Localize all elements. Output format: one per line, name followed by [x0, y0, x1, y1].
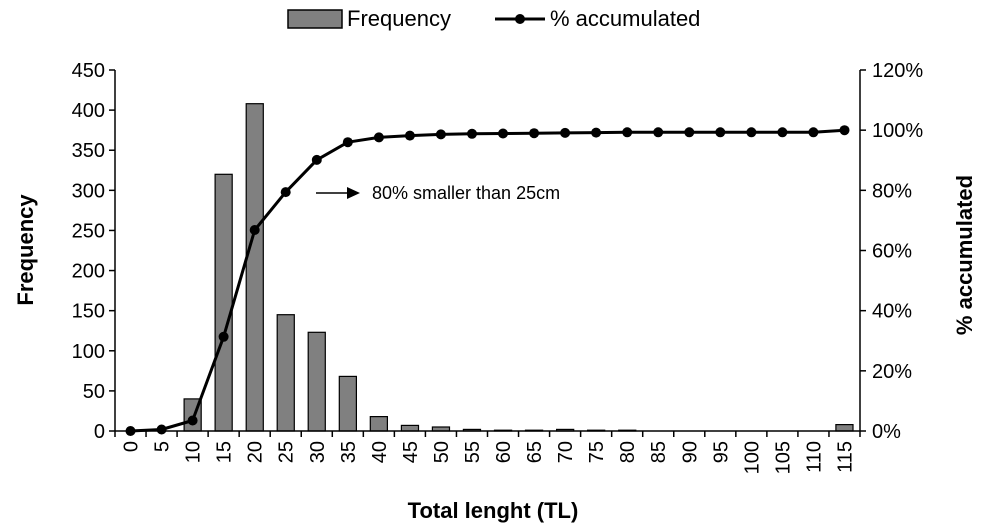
accumulated-point-55: [467, 128, 477, 139]
y2-tick-label-100%: 100%: [872, 120, 923, 142]
x-tick-label-0: 0: [121, 441, 143, 452]
accumulated-point-65: [529, 128, 540, 139]
x-tick-label-25: 25: [276, 441, 298, 463]
x-tick-label-75: 75: [586, 441, 608, 463]
x-tick-label-70: 70: [555, 441, 577, 463]
bar-115: [835, 424, 854, 432]
x-axis-title: Total lenght (TL): [408, 498, 579, 523]
y-tick-label-100: 100: [72, 341, 105, 363]
annotation: 80% smaller than 25cm: [316, 183, 560, 203]
y2-tick-label-80%: 80%: [872, 180, 912, 202]
y-tick-label-200: 200: [72, 261, 105, 283]
legend-frequency-swatch: [287, 9, 343, 29]
y-tick-label-300: 300: [72, 180, 105, 202]
accumulated-point-30: [311, 154, 322, 165]
x-tick-label-45: 45: [400, 441, 422, 463]
x-tick-label-60: 60: [493, 441, 515, 463]
bar-40: [369, 416, 388, 432]
bars-group: [183, 103, 854, 432]
legend-accumulated-label: % accumulated: [550, 6, 700, 31]
x-tick-label-115: 115: [835, 441, 857, 473]
accumulated-point-35: [342, 137, 353, 148]
accumulated-point-60: [498, 128, 508, 139]
y-tick-label-450: 450: [72, 60, 105, 82]
accumulated-point-80: [622, 127, 633, 138]
accumulated-point-0: [125, 426, 136, 436]
bar-45: [400, 424, 420, 432]
accumulated-point-10: [187, 415, 198, 426]
x-tick-label-95: 95: [710, 441, 732, 463]
accumulated-point-95: [715, 127, 726, 138]
legend: Frequency % accumulated: [287, 6, 700, 31]
accumulated-point-75: [591, 127, 602, 138]
accumulated-point-70: [560, 127, 571, 138]
accumulated-point-115: [839, 125, 850, 136]
annotation-arrowhead: [347, 187, 360, 199]
x-tick-label-50: 50: [431, 441, 453, 463]
y2-tick-label-40%: 40%: [872, 301, 912, 323]
bar-35: [338, 375, 357, 432]
x-tick-label-40: 40: [369, 441, 391, 463]
x-tick-label-35: 35: [338, 441, 360, 463]
x-tick-label-105: 105: [772, 441, 794, 474]
y2-axis-title: % accumulated: [952, 175, 977, 335]
x-tick-label-90: 90: [679, 441, 701, 463]
accumulated-point-50: [435, 129, 446, 140]
accumulated-point-25: [280, 187, 291, 198]
accumulated-point-100: [746, 127, 757, 138]
y2-tick-label-60%: 60%: [872, 241, 912, 263]
x-tick-label-100: 100: [741, 441, 763, 474]
accumulated-point-85: [653, 127, 664, 138]
bar-25: [276, 314, 295, 432]
y-tick-label-0: 0: [94, 421, 105, 443]
x-tick-label-5: 5: [152, 441, 174, 452]
accumulated-point-40: [373, 132, 384, 143]
accumulated-line: [130, 128, 845, 433]
y-tick-label-400: 400: [72, 100, 105, 122]
accumulated-point-45: [404, 130, 415, 141]
x-tick-label-65: 65: [524, 441, 546, 463]
y-tick-label-50: 50: [83, 381, 105, 403]
x-tick-label-30: 30: [307, 441, 329, 463]
legend-accumulated-marker: [515, 14, 525, 24]
x-tick-label-80: 80: [617, 441, 639, 463]
x-tick-label-20: 20: [245, 441, 267, 463]
y2-tick-label-120%: 120%: [872, 60, 923, 82]
x-tick-label-10: 10: [183, 441, 205, 463]
accumulated-point-110: [808, 127, 819, 138]
bar-20: [245, 103, 264, 432]
legend-frequency-label: Frequency: [347, 6, 451, 31]
x-tick-label-15: 15: [214, 441, 236, 463]
y-tick-label-350: 350: [72, 140, 105, 162]
x-tick-label-85: 85: [648, 441, 670, 463]
annotation-text: 80% smaller than 25cm: [372, 183, 560, 203]
y2-tick-label-20%: 20%: [872, 361, 912, 383]
bar-15: [214, 173, 233, 432]
y2-tick-label-0%: 0%: [872, 421, 901, 443]
accumulated-point-5: [156, 424, 167, 435]
accumulated-point-105: [777, 127, 788, 138]
axes-group: [109, 69, 866, 437]
accumulated-line-group: [125, 125, 850, 436]
tick-labels-group: 0501001502002503003504004500%20%40%60%80…: [72, 60, 924, 474]
accumulated-point-20: [249, 225, 260, 235]
x-tick-label-110: 110: [803, 441, 825, 473]
y-axis-title: Frequency: [13, 194, 38, 306]
y-tick-label-250: 250: [72, 220, 105, 242]
accumulated-point-15: [218, 331, 229, 342]
accumulated-point-90: [684, 127, 695, 138]
x-tick-label-55: 55: [462, 441, 484, 463]
bar-30: [307, 331, 326, 432]
y-tick-label-150: 150: [72, 301, 105, 323]
